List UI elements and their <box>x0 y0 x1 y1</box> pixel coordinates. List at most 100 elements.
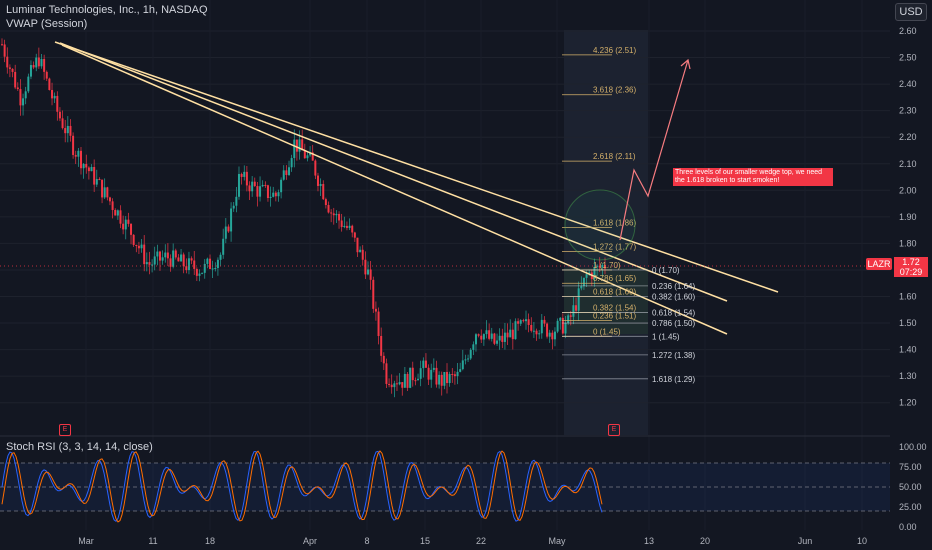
currency-button[interactable]: USD <box>895 3 927 21</box>
target-circle[interactable] <box>564 189 636 261</box>
candle-body <box>359 249 362 253</box>
candle-body <box>532 330 535 332</box>
fib-retracement-label: 0.236 (1.64) <box>652 282 695 291</box>
candle-body <box>48 78 51 91</box>
candle-body <box>24 91 27 99</box>
candle-body <box>580 286 583 289</box>
candle-body <box>406 373 409 388</box>
stoch-rsi-legend[interactable]: Stoch RSI (3, 3, 14, 14, close) <box>6 441 153 453</box>
time-axis[interactable]: Mar 11 18 Apr 8 15 22 May 13 20 Jun 10 <box>78 536 867 546</box>
stoch-axis: 100.00 75.00 50.00 25.00 0.00 <box>899 442 927 532</box>
candle-body <box>572 305 575 317</box>
annotation-note[interactable]: Three levels of our smaller wedge top, w… <box>673 168 833 186</box>
candle-body <box>69 125 72 136</box>
candle-body <box>16 87 19 90</box>
symbol-tag: LAZR <box>866 258 892 270</box>
candle-body <box>8 67 11 69</box>
candle-body <box>193 260 196 269</box>
time-tick-label: May <box>548 536 566 546</box>
candle-body <box>559 317 562 321</box>
candle-body <box>66 125 69 134</box>
earnings-event-icon[interactable]: E <box>608 424 620 436</box>
price-axis[interactable]: 2.602.502.402.302.202.102.001.901.801.70… <box>899 26 917 408</box>
candle-body <box>530 325 533 331</box>
price-tick-label: 1.80 <box>899 238 917 248</box>
candle-body <box>169 258 172 267</box>
candle-body <box>264 184 267 186</box>
candle-body <box>285 170 288 175</box>
candle-body <box>467 358 470 360</box>
candle-body <box>272 192 275 197</box>
fib-extension-label: 0 (1.45) <box>593 327 621 336</box>
candle-body <box>393 383 396 388</box>
candle-body <box>548 332 551 337</box>
candle-body <box>35 57 38 68</box>
candle-body <box>32 65 35 68</box>
candle-body <box>472 344 475 350</box>
candle-body <box>511 329 514 340</box>
stoch-tick-label: 75.00 <box>899 462 922 472</box>
candle-body <box>266 185 269 199</box>
candle-body <box>488 330 491 339</box>
candle-body <box>593 266 596 279</box>
candle-body <box>596 265 599 267</box>
candle-body <box>564 322 567 334</box>
candle-body <box>298 139 301 152</box>
candle-body <box>156 251 159 257</box>
fib-retracement-label: 1 (1.45) <box>652 332 680 341</box>
candle-body <box>209 258 212 269</box>
fib-retracement-label: 1.272 (1.38) <box>652 351 695 360</box>
candle-body <box>440 374 443 386</box>
projection-arrow[interactable] <box>619 59 689 241</box>
candle-body <box>496 340 499 344</box>
time-tick-label: 8 <box>364 536 369 546</box>
candle-body <box>553 331 556 340</box>
time-tick-label: 22 <box>476 536 486 546</box>
candle-body <box>216 259 219 268</box>
candle-body <box>240 173 243 177</box>
candle-body <box>348 225 351 228</box>
candle-body <box>340 220 343 228</box>
candle-body <box>446 371 449 384</box>
candle-body <box>577 288 580 311</box>
candle-body <box>424 360 427 368</box>
time-tick-label: Jun <box>798 536 813 546</box>
candle-body <box>185 266 188 271</box>
candle-body <box>135 244 138 246</box>
candle-body <box>395 383 398 385</box>
candle-body <box>158 251 161 261</box>
candle-body <box>419 368 422 379</box>
candle-body <box>338 213 341 221</box>
candle-body <box>324 199 327 206</box>
wedge-trendline <box>59 42 728 302</box>
candle-body <box>417 378 420 381</box>
candle-body <box>390 384 393 388</box>
candle-body <box>11 68 14 72</box>
candle-body <box>108 197 111 202</box>
candle-body <box>456 371 459 377</box>
candle-body <box>145 262 148 265</box>
candle-body <box>409 367 412 388</box>
vwap-legend[interactable]: VWAP (Session) <box>6 18 88 30</box>
candle-body <box>527 319 530 326</box>
fib-retracement-label: 0 (1.70) <box>652 266 680 275</box>
candle-body <box>106 187 109 198</box>
candle-body <box>177 257 180 262</box>
candle-body <box>448 373 451 384</box>
price-tick-label: 2.20 <box>899 132 917 142</box>
symbol-legend[interactable]: Luminar Technologies, Inc., 1h, NASDAQ <box>6 4 208 16</box>
price-tick-label: 1.20 <box>899 398 917 408</box>
stoch-rsi-pane <box>0 450 890 523</box>
candle-body <box>235 196 238 206</box>
earnings-event-icon[interactable]: E <box>59 424 71 436</box>
candle-body <box>306 155 309 159</box>
candle-body <box>353 232 356 238</box>
fib-levels[interactable]: 4.236 (2.51) 3.618 (2.36) 2.618 (2.11) 1.61… <box>562 46 695 384</box>
candle-body <box>61 118 64 129</box>
candle-body <box>361 249 364 260</box>
candle-body <box>56 95 59 112</box>
candle-body <box>137 245 140 249</box>
candle-body <box>232 205 235 209</box>
